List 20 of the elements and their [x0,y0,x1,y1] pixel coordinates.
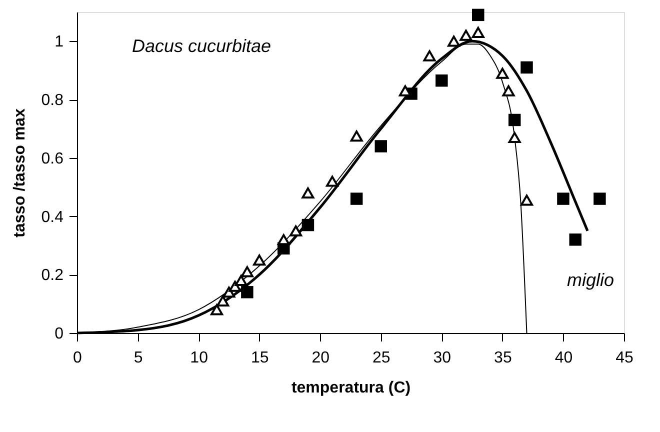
x-tick-label: 10 [190,350,208,366]
x-axis-title: temperatura (C) [291,380,411,396]
y-tick-label: 0.4 [41,208,64,226]
y-tick-label: 1 [54,34,64,51]
y-tick-label: 0.2 [41,267,64,284]
annotation: miglio [566,270,614,290]
x-tick-label: 5 [134,350,143,366]
x-tick-label: 15 [250,350,269,366]
x-tick-label: 30 [433,350,452,366]
y-tick-label: 0 [54,326,64,342]
y-axis-title: tasso /tasso max [11,108,28,238]
x-tick-label: 35 [494,350,512,366]
y-tick-label: 0.6 [41,150,64,168]
x-tick-label: 20 [312,350,330,366]
x-tick-label: 25 [372,350,390,366]
y-tick-label: 0.8 [41,92,64,110]
x-tick-label: 40 [554,350,573,366]
x-tick-label: 0 [73,350,82,366]
annotation: Dacus cucurbitae [132,36,272,56]
x-tick-label: 45 [616,350,634,366]
